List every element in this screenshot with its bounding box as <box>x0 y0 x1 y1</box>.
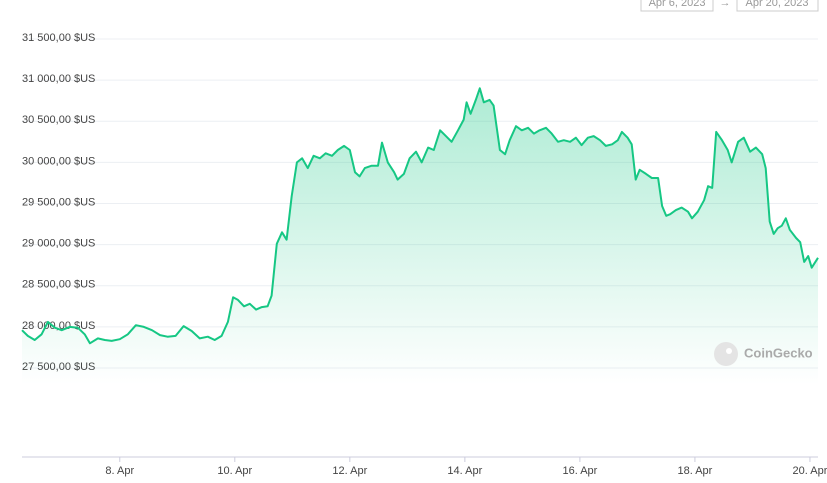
x-tick-label: 20. Apr <box>793 465 827 477</box>
date-to[interactable]: Apr 20, 2023 <box>746 0 809 9</box>
plot <box>21 87 819 385</box>
y-tick-label: 30 000,00 $US <box>22 155 95 167</box>
date-from-box[interactable] <box>640 0 714 12</box>
x-tick-label: 18. Apr <box>677 465 712 477</box>
y-tick-label: 29 500,00 $US <box>22 196 95 208</box>
y-tick-label: 30 500,00 $US <box>22 114 95 126</box>
date-from[interactable]: Apr 6, 2023 <box>649 0 706 9</box>
watermark-logo-eye <box>726 348 732 354</box>
y-tick-label: 31 500,00 $US <box>22 32 95 44</box>
y-tick-label: 29 000,00 $US <box>22 238 95 250</box>
line <box>21 87 819 345</box>
line-area <box>22 88 818 385</box>
x-tick-label: 12. Apr <box>332 465 367 477</box>
x-tick-label: 16. Apr <box>562 465 597 477</box>
date-to-box[interactable] <box>736 0 819 12</box>
watermark: CoinGecko <box>744 345 813 360</box>
watermark-logo <box>714 342 738 366</box>
x-tick-label: 14. Apr <box>447 465 482 477</box>
x-tick-label: 10. Apr <box>217 465 252 477</box>
y-tick-label: 31 000,00 $US <box>22 73 95 85</box>
y-tick-label: 28 500,00 $US <box>22 279 95 291</box>
x-tick-label: 8. Apr <box>105 465 134 477</box>
date-separator: → <box>720 0 731 9</box>
